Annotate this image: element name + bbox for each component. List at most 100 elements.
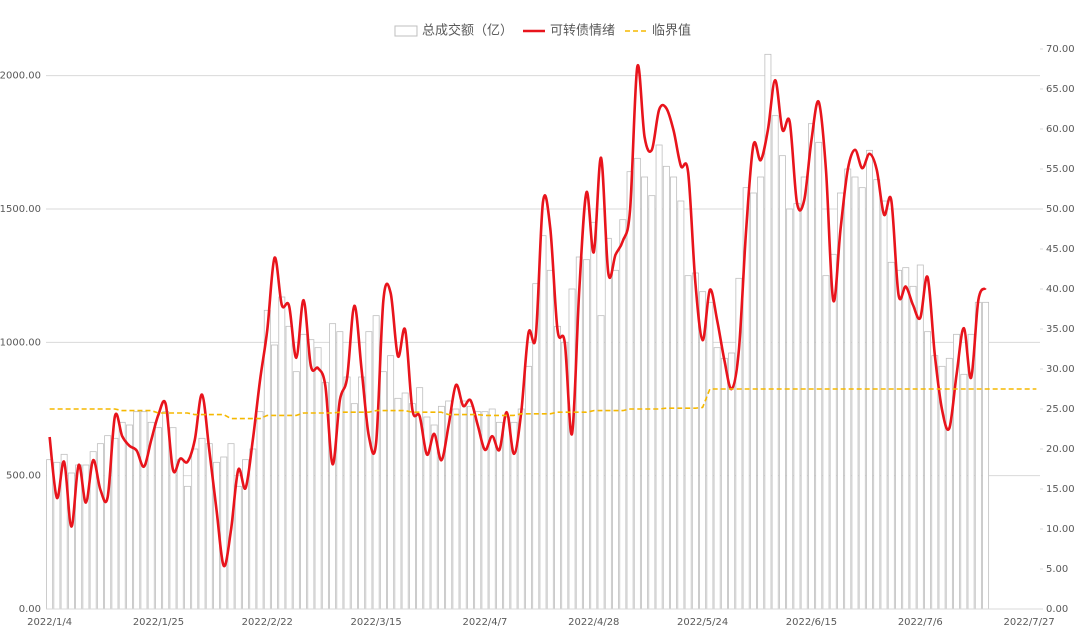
bar xyxy=(379,371,387,610)
bar xyxy=(191,448,199,610)
bar xyxy=(713,347,721,610)
bar xyxy=(612,269,620,610)
bar xyxy=(749,192,757,610)
bar xyxy=(162,411,170,610)
bar xyxy=(982,301,990,610)
bar xyxy=(829,253,837,610)
bar xyxy=(539,235,547,610)
x-tick-label: 2022/7/6 xyxy=(898,617,943,628)
bar xyxy=(771,115,779,610)
y2-tick-label: 50.00 xyxy=(1046,204,1075,215)
y2-tick-label: 45.00 xyxy=(1046,244,1075,255)
bar xyxy=(902,267,910,610)
y2-tick-label: 55.00 xyxy=(1046,164,1075,175)
x-tick-label: 2022/4/7 xyxy=(462,617,507,628)
bar xyxy=(873,179,881,610)
legend-label: 可转债情绪 xyxy=(550,24,615,39)
bar xyxy=(684,275,692,610)
bar xyxy=(662,165,670,610)
line xyxy=(48,63,987,568)
bar xyxy=(895,269,902,610)
bar xyxy=(503,416,511,610)
bar xyxy=(554,325,561,610)
y2-tick-label: 0.00 xyxy=(1046,604,1068,615)
bar xyxy=(314,347,322,610)
bar xyxy=(800,176,808,610)
bar xyxy=(452,408,460,610)
bar xyxy=(350,403,358,610)
bar xyxy=(256,411,264,610)
bar xyxy=(46,459,54,610)
bar xyxy=(626,171,634,610)
bar xyxy=(909,285,917,610)
bar xyxy=(336,331,344,610)
bar xyxy=(691,272,699,610)
y2-tick-label: 10.00 xyxy=(1046,524,1075,535)
bar xyxy=(655,144,663,610)
bar xyxy=(437,405,445,610)
bar xyxy=(263,309,271,610)
bar xyxy=(786,208,794,610)
line xyxy=(49,388,1037,420)
bar xyxy=(234,485,242,610)
bar xyxy=(365,331,373,610)
bar xyxy=(778,155,786,610)
bar xyxy=(546,269,554,610)
y-tick-label: 2000.00 xyxy=(0,71,41,82)
y2-tick-label: 20.00 xyxy=(1046,444,1075,455)
y2-tick-label: 65.00 xyxy=(1046,84,1075,95)
bar xyxy=(300,333,308,610)
bar xyxy=(583,259,590,610)
bar xyxy=(278,296,286,610)
bar xyxy=(887,261,895,610)
bar xyxy=(815,141,823,610)
y2-tick-label: 25.00 xyxy=(1046,404,1075,415)
legend-label: 临界值 xyxy=(652,23,691,39)
bar xyxy=(525,365,532,610)
x-tick-label: 2022/3/15 xyxy=(350,617,401,628)
x-tick-label: 2022/6/15 xyxy=(786,617,837,628)
bar xyxy=(133,411,141,610)
bar xyxy=(757,176,765,610)
bar xyxy=(459,400,467,610)
bar xyxy=(706,301,714,610)
x-tick-label: 2022/1/4 xyxy=(27,617,72,628)
bar xyxy=(401,392,409,610)
y2-tick-label: 15.00 xyxy=(1046,484,1075,495)
bar xyxy=(880,200,888,610)
bar xyxy=(808,123,815,610)
x-tick-label: 2022/5/24 xyxy=(677,617,728,628)
legend: 总成交额（亿） 可转债情绪 临界值 xyxy=(394,23,691,39)
bar xyxy=(641,176,649,610)
bar xyxy=(633,157,641,610)
y2-tick-label: 30.00 xyxy=(1046,364,1075,375)
bar xyxy=(285,325,293,610)
x-tick-label: 2022/2/22 xyxy=(242,617,293,628)
y-tick-label: 0.00 xyxy=(19,604,41,615)
bar xyxy=(474,411,482,610)
bar xyxy=(974,301,982,610)
y-tick-label: 500.00 xyxy=(6,471,41,482)
y2-tick-label: 60.00 xyxy=(1046,124,1075,135)
bar xyxy=(945,357,953,610)
bar xyxy=(670,176,678,610)
y2-tick-label: 5.00 xyxy=(1046,564,1068,575)
legend-swatch xyxy=(394,25,418,37)
x-tick-label: 2022/4/28 xyxy=(568,617,619,628)
bar xyxy=(184,485,191,610)
legend-label: 总成交额（亿） xyxy=(422,23,513,39)
bar xyxy=(125,424,133,610)
bar xyxy=(677,200,685,610)
bar xyxy=(111,437,119,610)
bar xyxy=(597,315,605,610)
bar xyxy=(372,315,380,610)
bar xyxy=(155,427,162,610)
bar xyxy=(924,331,931,610)
bar xyxy=(140,411,148,610)
bar xyxy=(329,323,337,610)
bar xyxy=(793,203,801,610)
bar xyxy=(931,355,939,610)
bar xyxy=(118,421,126,610)
